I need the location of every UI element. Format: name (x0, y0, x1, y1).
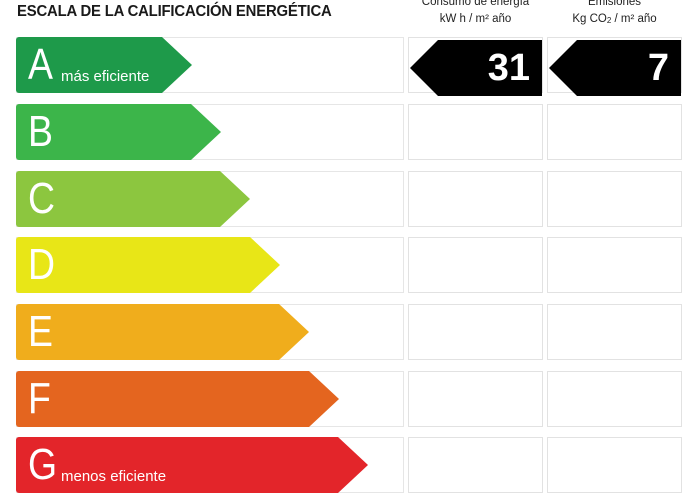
emisiones-header-unit: Kg CO2 / m² año (572, 13, 657, 25)
consumo-cell-b (408, 104, 543, 160)
class-arrow-f: F (16, 371, 339, 427)
class-label-a: más eficiente (61, 68, 150, 85)
consumo-header-title: Consumo de energía (421, 0, 530, 8)
class-arrow-c: C (16, 171, 250, 227)
class-row-c: C (0, 171, 700, 229)
emisiones-value: 7 (647, 47, 669, 89)
class-row-b: B (0, 104, 700, 162)
consumo-header: Consumo de energía kW h / m² año (408, 0, 543, 28)
consumo-header-unit: kW h / m² año (439, 13, 512, 25)
emisiones-cell-c (547, 171, 682, 227)
class-arrow-g: G menos eficiente (16, 437, 368, 493)
class-row-a: A más eficiente 31 7 (0, 37, 700, 96)
consumo-cell-c (408, 171, 543, 227)
consumo-cell-e (408, 304, 543, 360)
class-row-e: E (0, 304, 700, 362)
class-letter-e: E (28, 307, 53, 356)
consumo-cell-g (408, 437, 543, 493)
class-row-g: G menos eficiente (0, 437, 700, 495)
class-letter-d: D (28, 240, 56, 289)
emisiones-rating-badge: 7 (549, 40, 681, 96)
emisiones-cell-e (547, 304, 682, 360)
emisiones-cell-d (547, 237, 682, 293)
consumo-cell-d (408, 237, 543, 293)
class-arrow-a: A más eficiente (16, 37, 192, 93)
emisiones-cell-b (547, 104, 682, 160)
consumo-value: 31 (487, 47, 530, 89)
class-row-f: F (0, 371, 700, 429)
page-title: ESCALA DE LA CALIFICACIÓN ENERGÉTICA (17, 3, 332, 20)
class-letter-a: A (28, 40, 53, 89)
class-label-g: menos eficiente (61, 468, 167, 485)
consumo-rating-badge: 31 (410, 40, 542, 96)
emisiones-header-title: Emisiones (587, 0, 642, 8)
class-letter-b: B (28, 107, 53, 156)
class-row-d: D (0, 237, 700, 295)
emisiones-cell-f (547, 371, 682, 427)
class-arrow-b: B (16, 104, 221, 160)
class-arrow-e: E (16, 304, 309, 360)
class-letter-g: G (28, 440, 58, 489)
emisiones-cell-g (547, 437, 682, 493)
class-arrow-d: D (16, 237, 280, 293)
emisiones-header: Emisiones Kg CO2 / m² año (547, 0, 682, 29)
consumo-cell-f (408, 371, 543, 427)
class-letter-c: C (28, 174, 56, 223)
class-letter-f: F (28, 374, 51, 423)
